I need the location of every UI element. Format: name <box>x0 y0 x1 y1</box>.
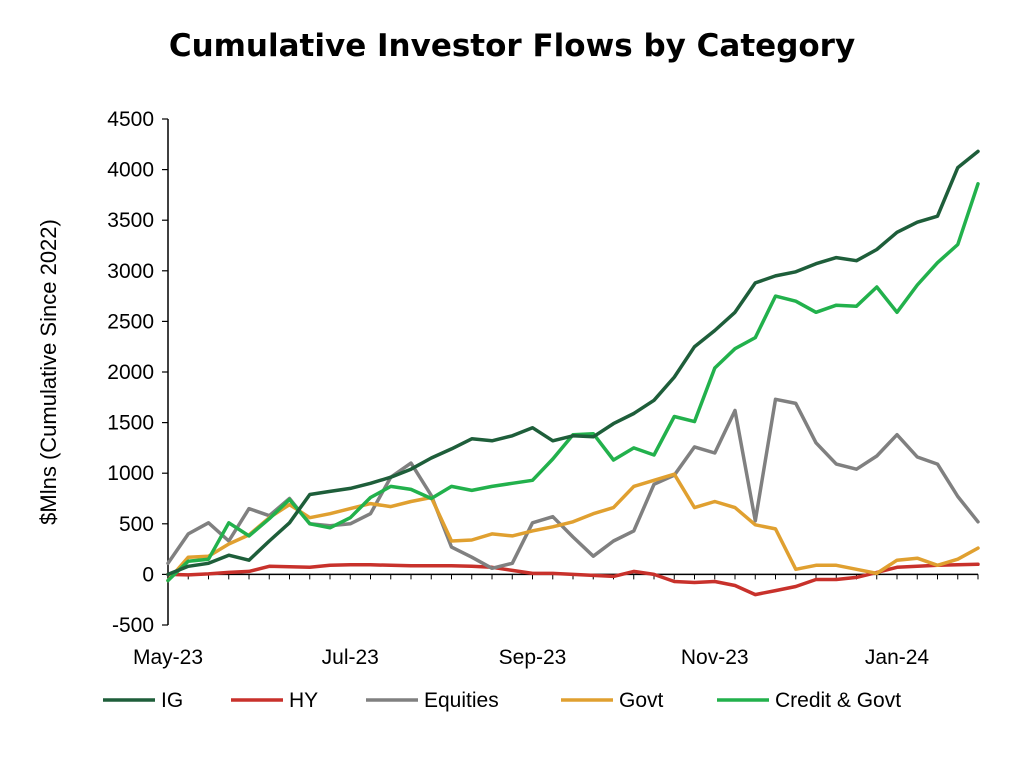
legend: IG HY Equities Govt Credit & Govt <box>103 689 901 712</box>
series-layer <box>166 149 980 597</box>
y-tick-label: 500 <box>119 513 154 536</box>
x-tick-label: Nov-23 <box>681 646 749 669</box>
y-tick-label: 4000 <box>107 159 154 182</box>
series-line-hy <box>166 562 980 597</box>
y-axis-title: $Mlns (Cumulative Since 2022) <box>36 219 61 525</box>
y-tick-label: 1500 <box>107 412 154 435</box>
y-tick-label: -500 <box>112 614 154 637</box>
y-tick-label: 2000 <box>107 361 154 384</box>
series-line-ig <box>166 149 980 577</box>
series-line-equities <box>166 397 980 571</box>
x-tick-label: Jan-24 <box>865 646 930 669</box>
legend-label-equities: Equities <box>424 689 499 712</box>
axes: -500 0 500 1000 1500 2000 2500 3000 3500 4000 4500… <box>107 108 979 669</box>
y-tick-label: 4500 <box>107 108 154 131</box>
series-line-govt <box>166 472 980 583</box>
x-tick-label: Sep-23 <box>499 646 567 669</box>
y-tick-label: 2500 <box>107 310 154 333</box>
legend-label-hy: HY <box>289 689 318 712</box>
y-tick-label: 3500 <box>107 209 154 232</box>
y-tick-label: 3000 <box>107 260 154 283</box>
x-tick-label: Jul-23 <box>322 646 379 669</box>
y-tick-label: 1000 <box>107 462 154 485</box>
legend-label-ig: IG <box>161 689 183 712</box>
y-tick-label: 0 <box>142 563 154 586</box>
legend-label-credit-govt: Credit & Govt <box>775 689 901 712</box>
x-tick-label: May-23 <box>133 646 203 669</box>
legend-label-govt: Govt <box>619 689 664 712</box>
chart-title: Cumulative Investor Flows by Category <box>168 28 856 64</box>
